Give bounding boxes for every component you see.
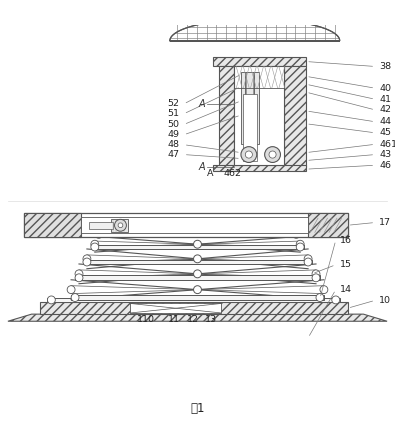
Text: A: A xyxy=(198,162,205,172)
Text: 52: 52 xyxy=(168,100,180,109)
Circle shape xyxy=(118,223,123,228)
Circle shape xyxy=(316,294,324,302)
Text: A: A xyxy=(198,99,205,109)
Text: 40: 40 xyxy=(379,84,391,93)
Text: 51: 51 xyxy=(168,109,180,118)
Circle shape xyxy=(83,255,91,263)
Text: 110: 110 xyxy=(137,315,155,324)
Text: 43: 43 xyxy=(379,150,391,159)
Text: 45: 45 xyxy=(379,128,391,138)
Text: 42: 42 xyxy=(379,105,391,114)
Text: 46: 46 xyxy=(379,161,391,170)
Text: A: A xyxy=(207,169,214,178)
Bar xyxy=(71,295,324,300)
Polygon shape xyxy=(8,314,387,321)
Bar xyxy=(241,73,259,143)
Bar xyxy=(219,66,234,167)
Text: 11: 11 xyxy=(168,315,180,324)
Circle shape xyxy=(304,255,312,263)
Circle shape xyxy=(194,270,201,278)
Text: 38: 38 xyxy=(379,62,391,71)
Bar xyxy=(24,214,81,237)
Circle shape xyxy=(194,255,201,263)
Circle shape xyxy=(265,147,280,162)
Bar xyxy=(284,66,306,167)
Bar xyxy=(89,222,113,229)
Circle shape xyxy=(95,231,103,239)
Circle shape xyxy=(332,296,340,304)
Circle shape xyxy=(67,286,75,294)
Circle shape xyxy=(312,270,320,278)
Circle shape xyxy=(71,294,79,302)
Text: 44: 44 xyxy=(379,117,391,126)
Circle shape xyxy=(312,274,320,282)
Bar xyxy=(47,298,340,302)
Bar xyxy=(91,245,304,249)
Circle shape xyxy=(269,151,276,158)
Circle shape xyxy=(75,270,83,278)
Bar xyxy=(40,302,348,314)
Circle shape xyxy=(47,296,55,304)
Bar xyxy=(213,165,306,171)
Text: 14: 14 xyxy=(340,285,352,294)
Bar xyxy=(111,218,128,232)
Bar xyxy=(308,214,348,237)
Text: 41: 41 xyxy=(379,95,391,104)
Bar xyxy=(83,259,312,264)
Circle shape xyxy=(304,258,312,266)
Text: 16: 16 xyxy=(340,236,352,245)
Circle shape xyxy=(194,240,201,248)
Circle shape xyxy=(91,240,99,248)
Bar xyxy=(81,217,308,233)
Text: 47: 47 xyxy=(168,150,180,159)
Circle shape xyxy=(83,258,91,266)
Bar xyxy=(234,66,284,165)
Polygon shape xyxy=(170,19,340,41)
Circle shape xyxy=(75,274,83,282)
Circle shape xyxy=(194,286,201,294)
Bar xyxy=(24,214,348,237)
Bar xyxy=(75,275,320,280)
Circle shape xyxy=(296,243,304,251)
Circle shape xyxy=(292,231,300,239)
Text: 图1: 图1 xyxy=(190,402,205,415)
Bar xyxy=(95,232,300,237)
Text: 13: 13 xyxy=(205,315,217,324)
Circle shape xyxy=(241,147,257,162)
Text: 49: 49 xyxy=(168,130,180,139)
Text: 461: 461 xyxy=(379,140,395,149)
Text: 48: 48 xyxy=(168,140,180,149)
Text: 15: 15 xyxy=(340,260,352,269)
Bar xyxy=(243,94,257,161)
Text: 12: 12 xyxy=(187,315,199,324)
Text: 462: 462 xyxy=(223,169,241,178)
Text: 17: 17 xyxy=(379,218,391,227)
Text: 50: 50 xyxy=(168,120,180,129)
Text: 10: 10 xyxy=(379,296,391,305)
Circle shape xyxy=(91,243,99,251)
Bar xyxy=(213,57,306,66)
Bar xyxy=(130,303,221,313)
Circle shape xyxy=(296,240,304,248)
Circle shape xyxy=(320,286,328,294)
Circle shape xyxy=(115,219,126,231)
Circle shape xyxy=(245,151,252,158)
